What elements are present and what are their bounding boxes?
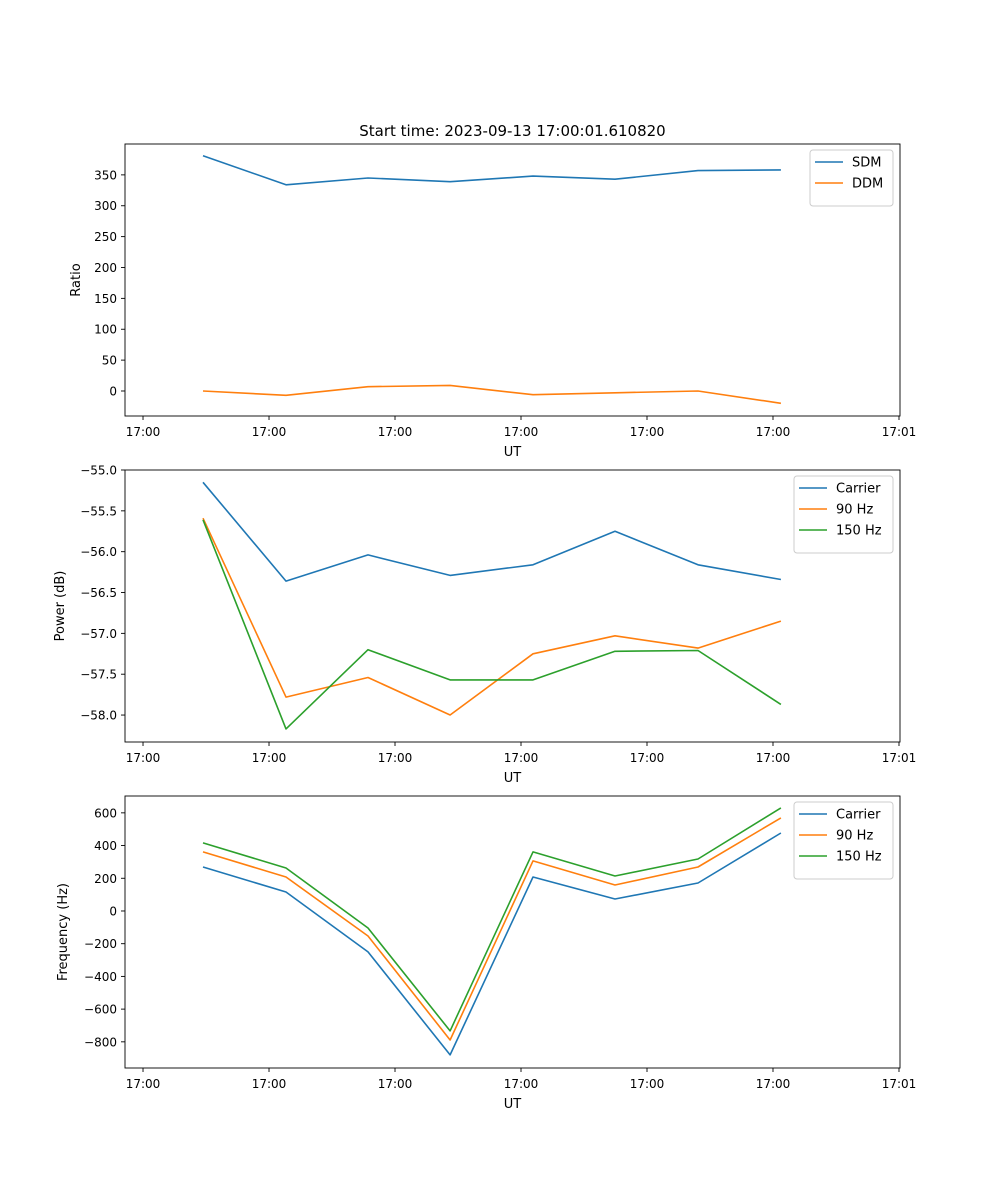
series-line-sdm <box>202 154 781 186</box>
y-tick-label: 100 <box>94 323 117 337</box>
y-tick-label: 200 <box>94 872 117 886</box>
y-tick-label: 0 <box>109 384 117 398</box>
x-axis-label: UT <box>504 445 522 460</box>
x-tick-label: 17:00 <box>378 751 413 765</box>
y-tick-label: 350 <box>94 168 117 182</box>
legend-label: 150 Hz <box>836 524 882 539</box>
legend-label: 150 Hz <box>836 850 882 865</box>
y-axis-label: Frequency (Hz) <box>56 883 71 981</box>
x-tick-label: 17:00 <box>630 751 665 765</box>
x-tick-label: 17:00 <box>126 1077 161 1091</box>
subplot-1: Start time: 2023-09-13 17:00:01.610820 17… <box>69 122 916 460</box>
y-tick-label: 200 <box>94 261 117 275</box>
series-line-carrier <box>202 832 782 1056</box>
legend-label: Carrier <box>836 808 881 823</box>
x-tick-label: 17:00 <box>756 425 791 439</box>
x-tick-label: 17:00 <box>126 425 161 439</box>
x-axis-label: UT <box>504 1097 522 1112</box>
y-tick-label: 400 <box>94 839 117 853</box>
x-tick-label: 17:00 <box>378 425 413 439</box>
series-line-90-hz <box>202 817 782 1041</box>
x-tick-label: 17:01 <box>882 1077 917 1091</box>
y-tick-label: −200 <box>84 937 117 951</box>
y-tick-label: 300 <box>94 199 117 213</box>
legend-box <box>809 149 894 207</box>
y-tick-label: −55.5 <box>80 504 117 518</box>
legend-box <box>793 801 894 880</box>
y-tick-label: 250 <box>94 230 117 244</box>
subplot-2: 17:00 17:00 17:00 17:00 17:00 17:00 17:01 UT −58… <box>53 464 916 787</box>
y-tick-label: −400 <box>84 970 117 984</box>
axes-frame <box>124 143 901 417</box>
y-tick-label: −56.5 <box>80 586 117 600</box>
y-tick-label: −55.0 <box>80 464 117 478</box>
y-tick-label: 50 <box>102 354 117 368</box>
legend-label: DDM <box>852 177 883 192</box>
legend-label: 90 Hz <box>836 503 873 518</box>
series-line-150-hz <box>202 519 782 730</box>
x-tick-label: 17:00 <box>504 751 539 765</box>
y-tick-label: −57.0 <box>80 627 117 641</box>
y-tick-label: 150 <box>94 292 117 306</box>
x-tick-label: 17:00 <box>630 425 665 439</box>
x-tick-label: 17:00 <box>252 751 287 765</box>
series-line-90-hz <box>202 517 782 716</box>
axes-frame <box>124 795 901 1069</box>
y-tick-label: −57.5 <box>80 668 117 682</box>
x-tick-label: 17:00 <box>504 1077 539 1091</box>
legend-label: Carrier <box>836 482 881 497</box>
series-line-ddm <box>202 384 782 405</box>
x-tick-label: 17:00 <box>378 1077 413 1091</box>
x-tick-label: 17:00 <box>126 751 161 765</box>
x-axis-label: UT <box>504 771 522 786</box>
series-line-150-hz <box>202 807 782 1032</box>
y-tick-label: −58.0 <box>80 709 117 723</box>
x-tick-label: 17:01 <box>882 751 917 765</box>
chart-title: Start time: 2023-09-13 17:00:01.610820 <box>359 122 665 140</box>
legend-label: SDM <box>852 156 881 171</box>
x-tick-label: 17:00 <box>504 425 539 439</box>
y-axis-label: Power (dB) <box>53 571 68 642</box>
x-tick-label: 17:00 <box>252 1077 287 1091</box>
y-tick-label: −56.0 <box>80 545 117 559</box>
x-tick-label: 17:00 <box>630 1077 665 1091</box>
axes-frame <box>124 469 901 743</box>
legend: SDM DDM <box>809 149 894 207</box>
subplot-3: 17:00 17:00 17:00 17:00 17:00 17:00 17:01 UT −80… <box>56 795 917 1112</box>
x-tick-label: 17:00 <box>756 1077 791 1091</box>
legend: Carrier 90 Hz 150 Hz <box>793 801 894 880</box>
y-tick-label: −800 <box>84 1035 117 1049</box>
y-tick-label: −600 <box>84 1003 117 1017</box>
x-tick-label: 17:01 <box>882 425 917 439</box>
y-tick-label: 0 <box>109 904 117 918</box>
legend: Carrier 90 Hz 150 Hz <box>793 475 894 554</box>
y-axis-label: Ratio <box>69 263 84 296</box>
y-tick-label: 600 <box>94 806 117 820</box>
legend-box <box>793 475 894 554</box>
x-tick-label: 17:00 <box>252 425 287 439</box>
series-line-carrier <box>202 481 782 582</box>
x-tick-label: 17:00 <box>756 751 791 765</box>
legend-label: 90 Hz <box>836 829 873 844</box>
